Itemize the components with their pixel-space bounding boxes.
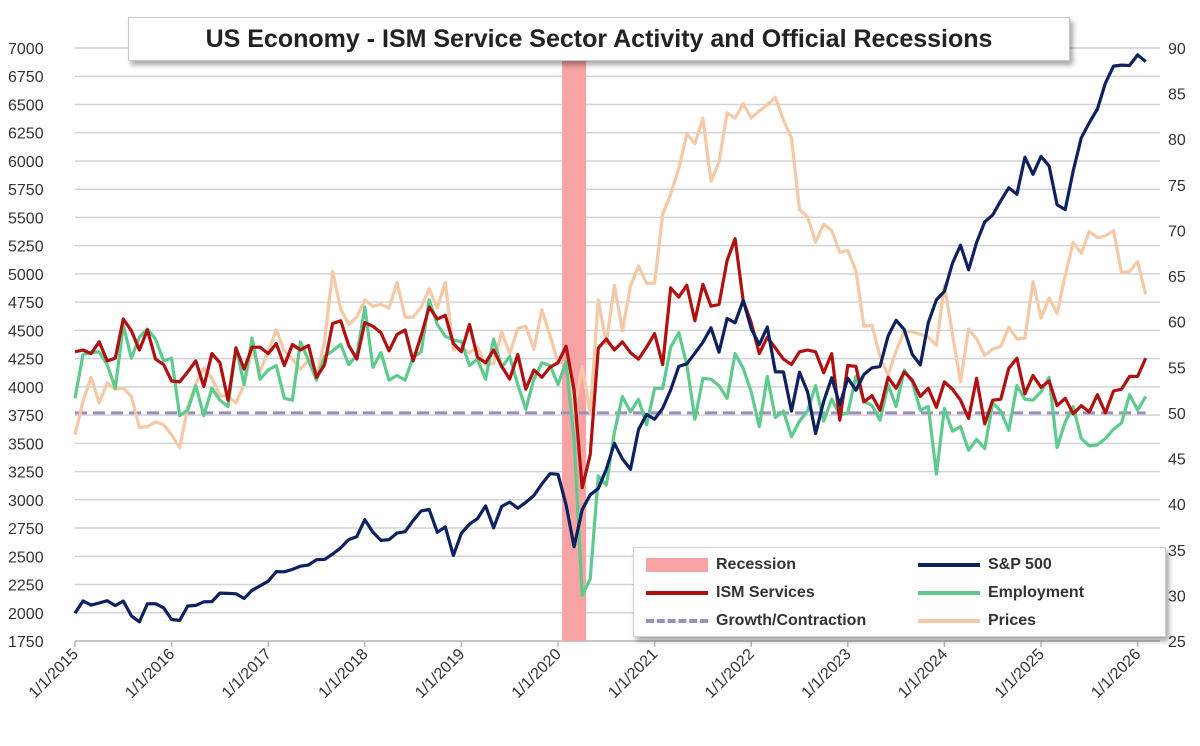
left-axis-tick-label: 4250 — [8, 352, 44, 369]
left-axis-tick-label: 3750 — [8, 408, 44, 425]
left-axis-tick-label: 5750 — [8, 182, 44, 199]
right-axis-tick-label: 55 — [1168, 360, 1186, 377]
series-line-s-p-500 — [73, 53, 1147, 624]
x-axis-tick-label: 1/1/2019 — [412, 646, 468, 702]
left-axis-tick-label: 2500 — [8, 549, 44, 566]
left-axis-tick-label: 1750 — [8, 634, 44, 651]
legend-swatch-sp500 — [918, 563, 980, 567]
legend-label: Employment — [988, 584, 1085, 601]
right-axis-tick-label: 65 — [1168, 269, 1186, 286]
legend-item-sp500: S&P 500 — [918, 556, 1052, 574]
legend-label: Prices — [988, 612, 1037, 629]
left-axis-tick-label: 6500 — [8, 97, 44, 114]
right-axis-tick-label: 80 — [1168, 132, 1186, 149]
x-axis-tick-label: 1/1/2026 — [1088, 646, 1144, 702]
legend-swatch-growth-contraction — [646, 619, 708, 623]
legend-label: Recession — [716, 556, 797, 573]
left-axis-tick-label: 2750 — [8, 521, 44, 538]
chart-title: US Economy - ISM Service Sector Activity… — [128, 17, 1070, 61]
right-axis-tick-label: 50 — [1168, 406, 1186, 423]
left-axis-tick-label: 6250 — [8, 126, 44, 143]
x-axis-tick-label: 1/1/2025 — [992, 646, 1048, 702]
left-axis-tick-label: 3250 — [8, 465, 44, 482]
legend-item-employment: Employment — [918, 584, 1084, 602]
x-axis-tick-label: 1/1/2021 — [605, 646, 661, 702]
left-axis-tick-label: 2000 — [8, 606, 44, 623]
left-axis-tick-label: 2250 — [8, 578, 44, 595]
legend-swatch-ism-services — [646, 591, 708, 595]
legend-swatch-recession — [646, 558, 708, 572]
right-axis-tick-label: 60 — [1168, 315, 1186, 332]
legend-item-recession: Recession — [646, 556, 796, 574]
right-axis-tick-label: 75 — [1168, 178, 1186, 195]
right-axis-tick-label: 30 — [1168, 588, 1186, 605]
x-axis-tick-label: 1/1/2016 — [122, 646, 178, 702]
left-axis-tick-label: 5250 — [8, 239, 44, 256]
legend-item-prices: Prices — [918, 612, 1036, 630]
x-axis-tick-label: 1/1/2023 — [799, 646, 855, 702]
left-axis-tick-label: 4750 — [8, 295, 44, 312]
left-axis-tick-label: 4000 — [8, 380, 44, 397]
left-axis-tick-label: 3000 — [8, 493, 44, 510]
right-axis-tick-label: 25 — [1168, 634, 1186, 651]
x-axis-tick-label: 1/1/2022 — [702, 646, 758, 702]
right-axis-tick-label: 70 — [1168, 223, 1186, 240]
legend-label: Growth/Contraction — [716, 612, 867, 629]
left-axis-tick-label: 6000 — [8, 154, 44, 171]
x-axis-tick-label: 1/1/2020 — [509, 646, 565, 702]
left-axis-tick-label: 3500 — [8, 436, 44, 453]
legend-label: ISM Services — [716, 584, 815, 601]
left-axis-tick-label: 7000 — [8, 41, 44, 58]
right-axis-tick-label: 45 — [1168, 452, 1186, 469]
left-axis-tick-label: 6750 — [8, 69, 44, 86]
legend-swatch-employment — [918, 591, 980, 595]
legend-item-ism-services: ISM Services — [646, 584, 815, 602]
legend-label: S&P 500 — [988, 556, 1052, 573]
legend: Recession ISM Services Growth/Contractio… — [633, 547, 1166, 637]
legend-swatch-prices — [918, 619, 980, 623]
x-axis-tick-label: 1/1/2024 — [895, 646, 951, 702]
series-line-ism-services — [74, 237, 1148, 490]
left-axis-tick-label: 4500 — [8, 323, 44, 340]
x-axis-tick-label: 1/1/2015 — [26, 646, 82, 702]
right-axis-tick-label: 90 — [1168, 41, 1186, 58]
series-line-prices — [73, 95, 1148, 450]
left-axis-tick-label: 5500 — [8, 210, 44, 227]
right-axis-tick-label: 40 — [1168, 497, 1186, 514]
right-axis-tick-label: 35 — [1168, 543, 1186, 560]
right-axis-tick-label: 85 — [1168, 87, 1186, 104]
legend-item-growth-contraction: Growth/Contraction — [646, 612, 866, 630]
x-axis-tick-label: 1/1/2018 — [316, 646, 372, 702]
x-axis-tick-label: 1/1/2017 — [219, 646, 275, 702]
left-axis-tick-label: 5000 — [8, 267, 44, 284]
